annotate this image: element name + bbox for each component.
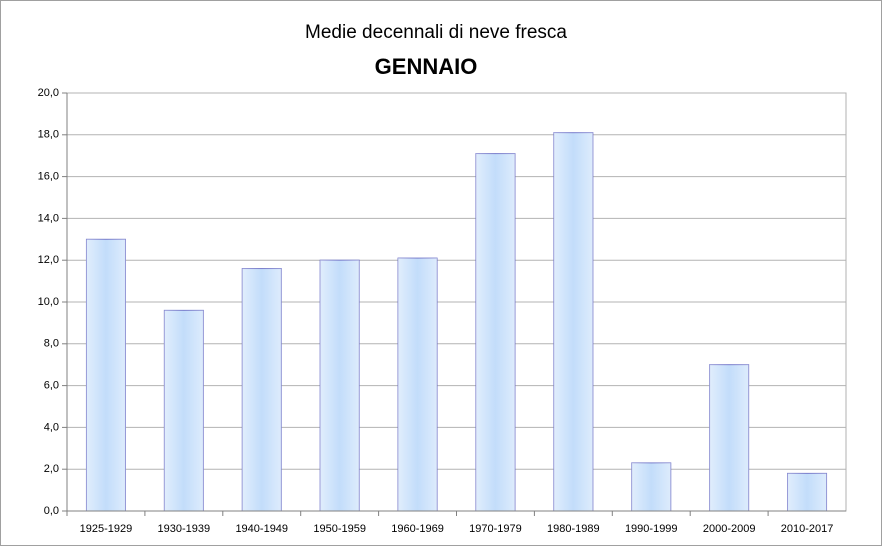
y-tick-label: 8,0 — [44, 338, 59, 350]
y-tick-label: 12,0 — [38, 254, 59, 266]
y-tick-label: 16,0 — [38, 171, 59, 183]
x-tick-label: 2010-2017 — [781, 523, 834, 535]
x-tick-label: 1950-1959 — [313, 523, 366, 535]
bar — [319, 259, 360, 512]
y-tick-label: 14,0 — [38, 212, 59, 224]
bar — [709, 364, 750, 512]
bar — [163, 309, 204, 512]
y-tick-label: 0,0 — [44, 505, 59, 517]
x-tick-label: 1990-1999 — [625, 523, 678, 535]
chart-subtitle: GENNAIO — [375, 54, 478, 79]
bar — [787, 472, 828, 512]
y-tick-label: 6,0 — [44, 380, 59, 392]
bar — [85, 238, 126, 512]
x-tick-label: 2000-2009 — [703, 523, 756, 535]
y-tick-label: 20,0 — [38, 87, 59, 99]
x-tick-label: 1970-1979 — [469, 523, 522, 535]
x-tick-label: 1940-1949 — [235, 523, 288, 535]
x-tick-label: 1960-1969 — [391, 523, 444, 535]
chart-title: Medie decennali di neve fresca — [305, 22, 567, 43]
bar — [631, 462, 672, 512]
y-tick-label: 2,0 — [44, 463, 59, 475]
bar — [553, 132, 594, 512]
bar — [397, 257, 438, 512]
y-tick-label: 4,0 — [44, 421, 59, 433]
y-tick-label: 10,0 — [38, 296, 59, 308]
x-tick-label: 1925-1929 — [80, 523, 133, 535]
x-tick-label: 1930-1939 — [158, 523, 211, 535]
x-tick-label: 1980-1989 — [547, 523, 600, 535]
y-tick-label: 18,0 — [38, 129, 59, 141]
bar — [241, 268, 282, 512]
bar — [475, 153, 516, 512]
